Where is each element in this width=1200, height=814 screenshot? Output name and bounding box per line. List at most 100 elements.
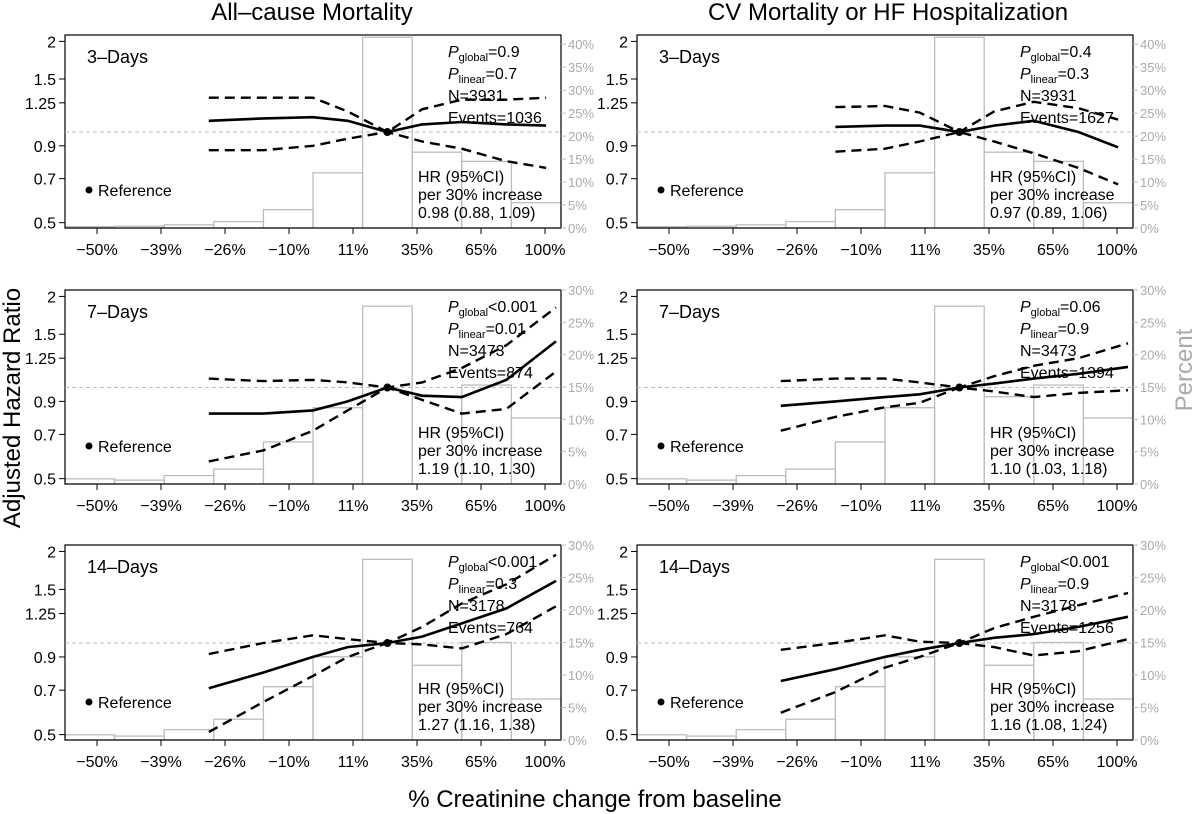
p-global-value: <0.001 [488, 299, 537, 316]
y2-tick-label: 30% [568, 538, 594, 553]
p-linear-value: =0.7 [486, 66, 518, 83]
y-tick-label: 0.9 [34, 394, 56, 411]
y2-tick-label: 5% [1140, 445, 1159, 460]
y2-tick-label: 40% [568, 37, 594, 52]
panel-all-cause-3d: 0.50.70.91.251.520%5%10%15%20%25%30%35%4… [25, 34, 595, 259]
histogram-bar [312, 407, 364, 485]
histogram-bar [64, 734, 116, 741]
panel-title: 3–Days [87, 47, 148, 67]
y2-tick-label: 10% [1140, 412, 1166, 427]
hr-text-line: 0.97 (0.89, 1.06) [990, 205, 1107, 222]
x-tick-label: 35% [973, 498, 1005, 515]
panel-title: 7–Days [87, 302, 148, 322]
panels-group: 0.50.70.91.251.520%5%10%15%20%25%30%35%4… [25, 34, 1167, 771]
y2-tick-label: 20% [1140, 603, 1166, 618]
histogram-bar [785, 718, 837, 741]
y-tick-label: 0.7 [34, 427, 56, 444]
x-tick-label: −10% [840, 242, 881, 259]
x-tick-label: −10% [268, 242, 309, 259]
y2-tick-label: 25% [568, 106, 594, 121]
y2-tick-label: 0% [568, 477, 587, 492]
hr-text-line: HR (95%CI) [418, 425, 504, 442]
hr-text-line: per 30% increase [990, 187, 1115, 204]
reference-legend-label: Reference [98, 695, 172, 712]
y2-tick-label: 15% [568, 380, 594, 395]
histogram-bar [933, 558, 985, 741]
events-count: Events=1256 [1020, 620, 1114, 637]
p-global: Pglobal=0.06 [1020, 299, 1101, 319]
histogram-bar [213, 468, 265, 485]
y2-tick-label: 0% [568, 221, 587, 236]
hr-text-line: 1.10 (1.03, 1.18) [990, 461, 1107, 478]
histogram-bar [163, 728, 215, 741]
y2-tick-label: 20% [568, 129, 594, 144]
y2-tick-label: 20% [1140, 348, 1166, 363]
x-tick-label: 65% [465, 242, 497, 259]
x-tick-label: −39% [712, 242, 753, 259]
p-global: Pglobal<0.001 [448, 554, 538, 574]
events-count: Events=764 [448, 620, 533, 637]
hr-text-line: per 30% increase [418, 443, 543, 460]
x-tick-label: 100% [1097, 242, 1138, 259]
x-tick-label: 100% [1097, 498, 1138, 515]
hr-text-line: HR (95%CI) [990, 169, 1076, 186]
x-tick-label: 65% [465, 754, 497, 771]
y-tick-label: 1.5 [606, 327, 628, 344]
histogram-bar [834, 441, 886, 485]
ci-lower-line [208, 130, 547, 170]
p-linear-value: =0.3 [1058, 66, 1090, 83]
x-tick-label: −39% [712, 754, 753, 771]
y-tick-label: 1.5 [34, 72, 56, 89]
hr-text-line: HR (95%CI) [990, 681, 1076, 698]
hr-text-line: HR (95%CI) [418, 681, 504, 698]
y-tick-label: 1.25 [597, 351, 628, 368]
y-tick-label: 2 [47, 34, 56, 51]
x-tick-label: 35% [973, 242, 1005, 259]
y-tick-label: 0.9 [34, 650, 56, 667]
x-tick-label: 11% [338, 242, 369, 259]
histogram-bar [735, 728, 787, 741]
x-tick-label: −26% [776, 754, 817, 771]
reference-point [955, 383, 964, 392]
p-linear: Plinear=0.01 [448, 321, 526, 341]
y2-tick-label: 15% [568, 636, 594, 651]
histogram-bar [213, 220, 265, 229]
y-tick-label: 0.9 [606, 650, 628, 667]
histogram-bar [262, 208, 314, 229]
y2-tick-label: 15% [1140, 636, 1166, 651]
x-tick-label: −10% [268, 754, 309, 771]
histogram-bar [361, 305, 413, 485]
x-tick-label: 100% [1097, 754, 1138, 771]
histogram-bar [884, 172, 936, 229]
y2-tick-label: 20% [1140, 129, 1166, 144]
x-tick-label: 35% [401, 754, 433, 771]
y-tick-label: 0.7 [606, 683, 628, 700]
p-global: Pglobal=0.9 [448, 44, 520, 64]
x-tick-label: −26% [776, 242, 817, 259]
histogram-bar [213, 718, 265, 741]
y-axis-label: Adjusted Hazard Ratio [0, 288, 26, 528]
y2-tick-label: 15% [1140, 380, 1166, 395]
panel-all-cause-14d: 0.50.70.91.251.520%5%10%15%20%25%30%−50%… [25, 538, 595, 771]
y2-tick-label: 5% [1140, 198, 1159, 213]
y2-tick-label: 10% [568, 175, 594, 190]
p-linear-value: =0.01 [486, 321, 527, 338]
histogram-bar [64, 478, 116, 485]
histogram-bar [262, 686, 314, 741]
x-tick-label: −10% [840, 498, 881, 515]
x-tick-label: −39% [712, 498, 753, 515]
y2-tick-label: 10% [568, 668, 594, 683]
hr-text-line: HR (95%CI) [990, 425, 1076, 442]
reference-legend-label: Reference [670, 695, 744, 712]
y2-tick-label: 30% [1140, 283, 1166, 298]
y2-tick-label: 40% [1140, 37, 1166, 52]
n-count: N=3473 [448, 343, 505, 360]
plot-frame [64, 34, 562, 229]
y2-tick-label: 25% [568, 571, 594, 586]
p-linear: Plinear=0.9 [1020, 321, 1089, 341]
hr-text-line: 0.98 (0.88, 1.09) [418, 205, 535, 222]
y2-tick-label: 5% [568, 198, 587, 213]
y-tick-label: 0.7 [34, 683, 56, 700]
y-tick-label: 2 [619, 289, 628, 306]
